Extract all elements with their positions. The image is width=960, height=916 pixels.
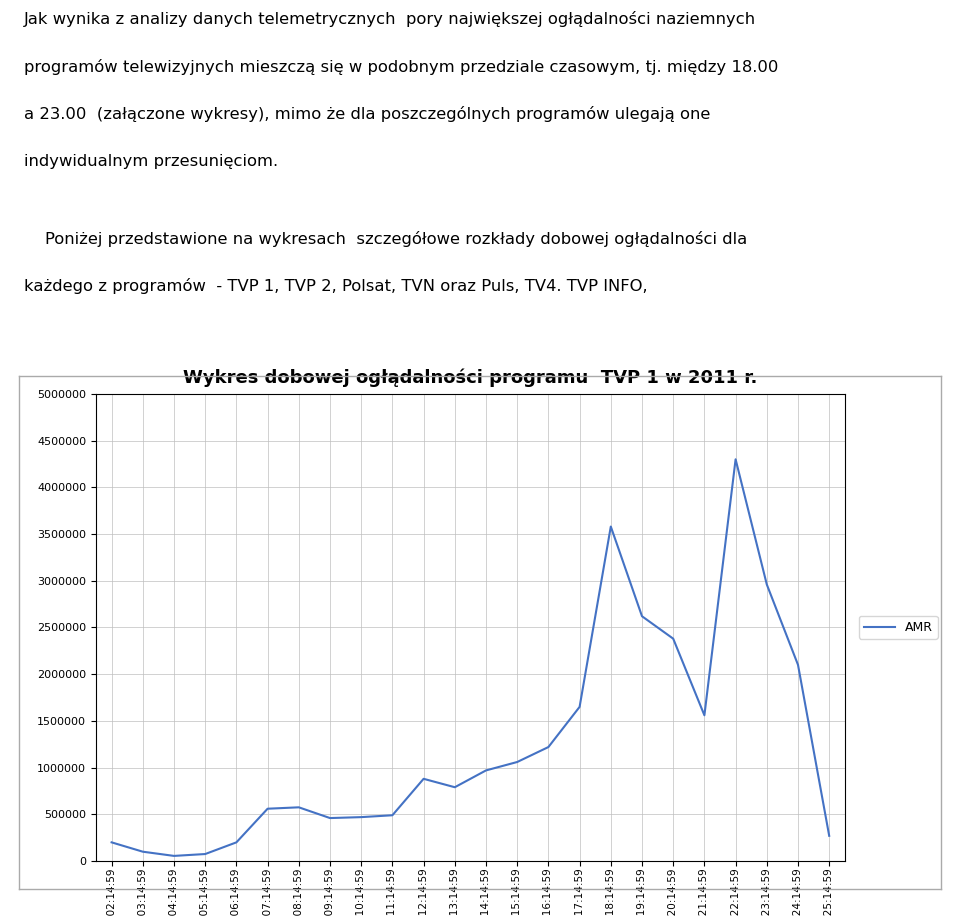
AMR (293, 802, 304, 812)
Text: programów telewizyjnych mieszczą się w podobnym przedziale czasowym, tj. między : programów telewizyjnych mieszczą się w p… (24, 59, 779, 74)
Text: każdego z programów  - TVP 1, TVP 2, Polsat, TVN oraz Puls, TV4. TVP INFO,: każdego z programów - TVP 1, TVP 2, Pols… (24, 278, 648, 294)
AMR (355, 812, 367, 823)
AMR (542, 742, 554, 753)
Text: a 23.00  (załączone wykresy), mimo że dla poszczególnych programów ulegają one: a 23.00 (załączone wykresy), mimo że dla… (24, 106, 710, 122)
AMR (137, 846, 149, 857)
Title: Wykres dobowej ogłądalności programu  TVP 1 w 2011 r.: Wykres dobowej ogłądalności programu TVP… (183, 368, 757, 387)
AMR (574, 702, 586, 713)
Text: indywidualnym przesunięciom.: indywidualnym przesunięciom. (24, 154, 278, 169)
Text: Poniżej przedstawione na wykresach  szczegółowe rozkłady dobowej ogłądalności dl: Poniżej przedstawione na wykresach szcze… (24, 231, 747, 246)
AMR (230, 837, 242, 848)
AMR (387, 810, 398, 821)
AMR (200, 848, 211, 859)
AMR (106, 837, 117, 848)
AMR (824, 830, 835, 841)
AMR (761, 579, 773, 590)
Legend: AMR: AMR (858, 616, 938, 639)
AMR (636, 611, 648, 622)
AMR (449, 781, 461, 792)
AMR (699, 710, 710, 721)
AMR (262, 803, 274, 814)
AMR (168, 850, 180, 861)
AMR (605, 521, 616, 532)
AMR (324, 812, 336, 823)
AMR (792, 660, 804, 671)
AMR (730, 453, 741, 464)
Line: AMR: AMR (111, 459, 829, 856)
Text: Jak wynika z analizy danych telemetrycznych  pory największej ogłądalności nazie: Jak wynika z analizy danych telemetryczn… (24, 11, 756, 27)
AMR (480, 765, 492, 776)
AMR (667, 633, 679, 644)
AMR (512, 757, 523, 768)
AMR (418, 773, 429, 784)
